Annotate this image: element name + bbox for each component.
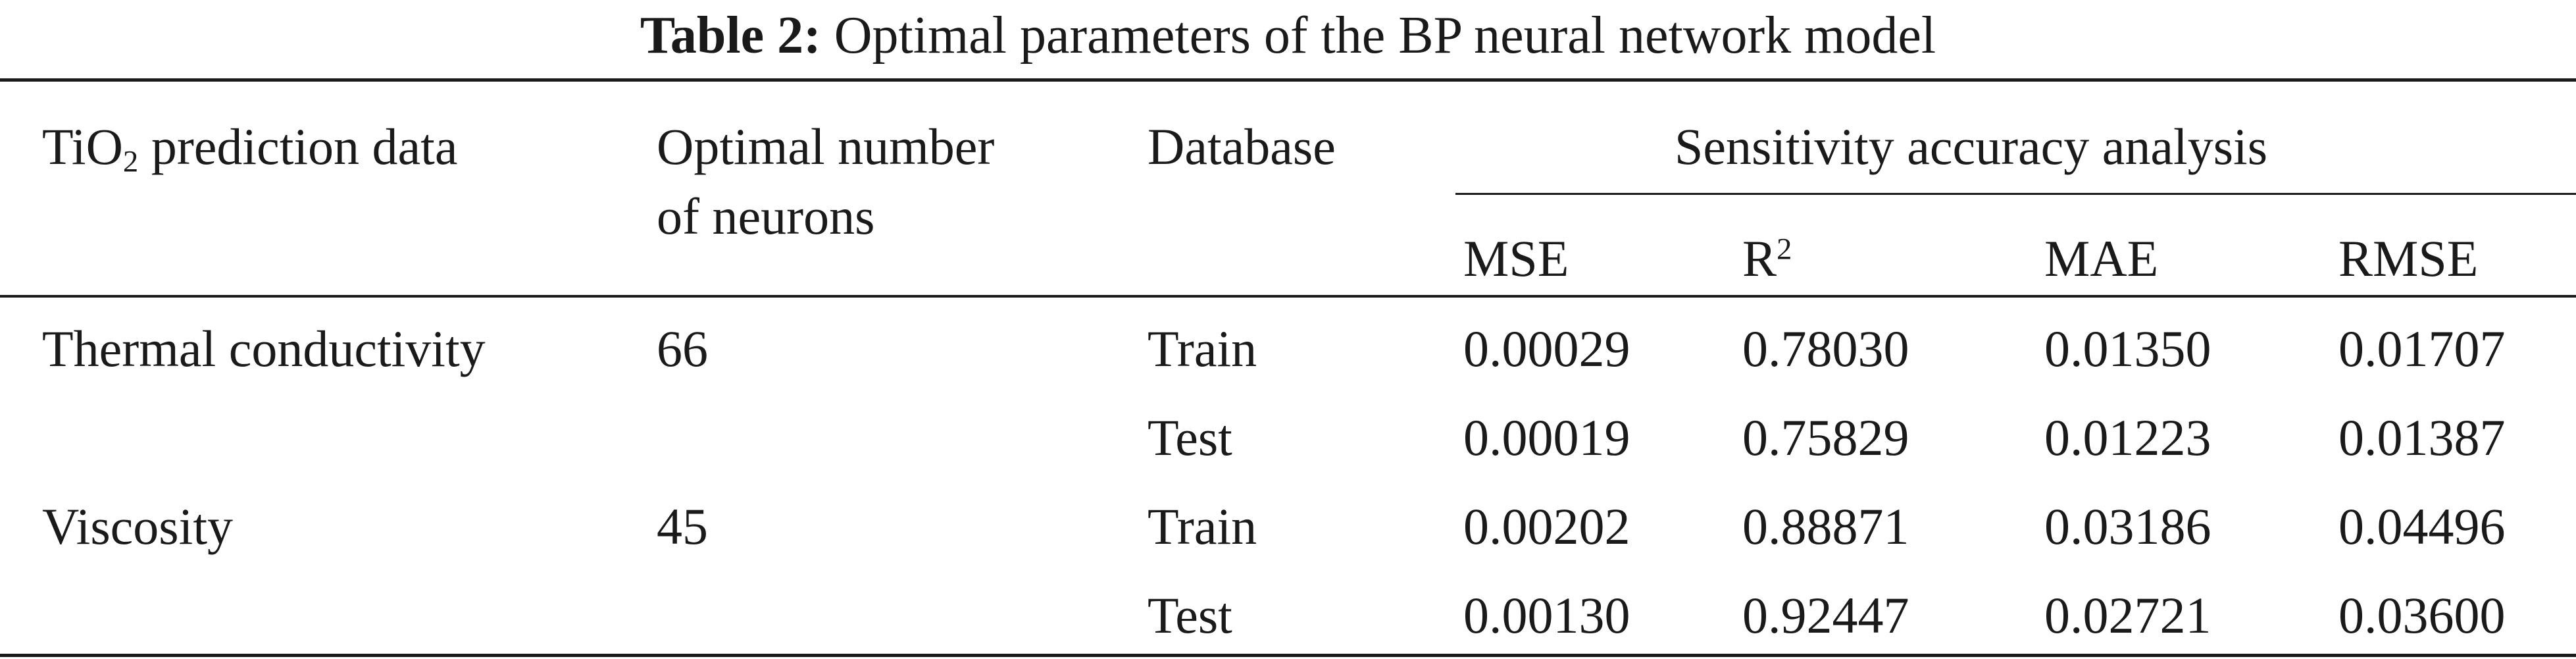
row3-mae: 0.03186 xyxy=(2044,498,2211,555)
row1-neurons: 66 xyxy=(657,320,708,377)
row1-r2: 0.78030 xyxy=(1742,320,1909,377)
row1-mae: 0.01350 xyxy=(2044,320,2211,377)
row2-r2: 0.75829 xyxy=(1742,409,1909,466)
row2-mse: 0.00019 xyxy=(1463,409,1630,466)
row1-rmse: 0.01707 xyxy=(2338,320,2506,377)
header-rule xyxy=(0,295,2576,298)
header-database: Database xyxy=(1148,118,1336,175)
row4-mae: 0.02721 xyxy=(2044,587,2211,644)
row1-database: Train xyxy=(1148,320,1257,377)
header-prediction-data: TiO2 prediction data xyxy=(42,118,458,179)
header-neurons-line2: of neurons xyxy=(657,188,875,245)
row3-r2: 0.88871 xyxy=(1742,498,1909,555)
row3-prediction: Viscosity xyxy=(42,498,233,555)
group-rule xyxy=(1455,193,2576,195)
row4-r2: 0.92447 xyxy=(1742,587,1909,644)
caption-text: Optimal parameters of the BP neural netw… xyxy=(834,7,1936,65)
header-mae: MAE xyxy=(2044,230,2159,287)
row4-mse: 0.00130 xyxy=(1463,587,1630,644)
header-r2: R2 xyxy=(1742,230,1792,287)
row2-rmse: 0.01387 xyxy=(2338,409,2506,466)
header-rmse: RMSE xyxy=(2338,230,2479,287)
row4-database: Test xyxy=(1148,587,1232,644)
table-caption: Table 2: Optimal parameters of the BP ne… xyxy=(0,3,2576,68)
row4-rmse: 0.03600 xyxy=(2338,587,2506,644)
caption-label: Table 2: xyxy=(640,7,821,65)
header-neurons-line1: Optimal number xyxy=(657,118,995,175)
row1-mse: 0.00029 xyxy=(1463,320,1630,377)
header-sensitivity-group: Sensitivity accuracy analysis xyxy=(1675,118,2268,175)
row3-neurons: 45 xyxy=(657,498,708,555)
row3-mse: 0.00202 xyxy=(1463,498,1630,555)
row3-rmse: 0.04496 xyxy=(2338,498,2506,555)
row2-database: Test xyxy=(1148,409,1232,466)
bottom-rule xyxy=(0,654,2576,657)
top-rule xyxy=(0,78,2576,82)
row2-mae: 0.01223 xyxy=(2044,409,2211,466)
header-mse: MSE xyxy=(1463,230,1569,287)
row3-database: Train xyxy=(1148,498,1257,555)
row1-prediction: Thermal conductivity xyxy=(42,320,486,377)
